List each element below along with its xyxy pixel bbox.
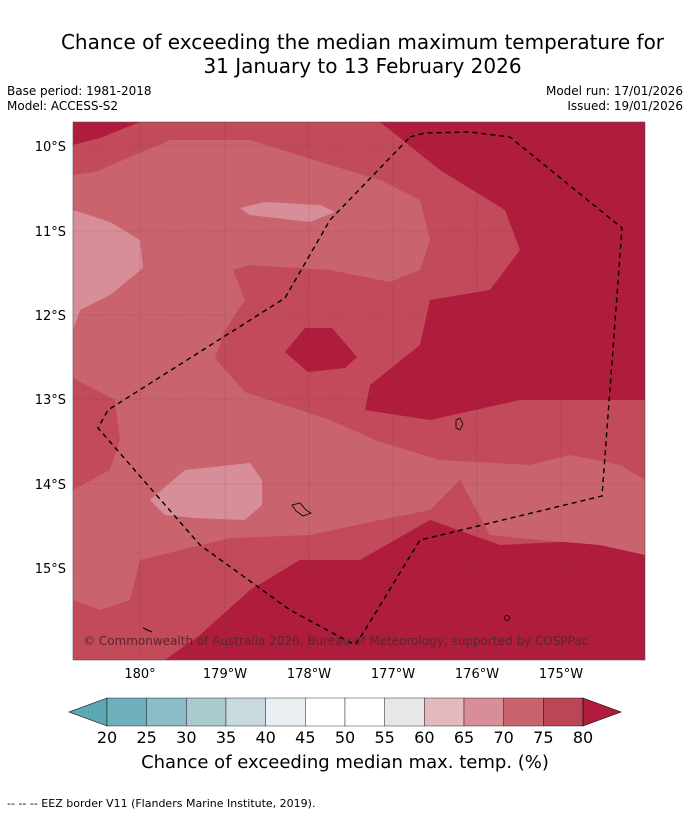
band-60-65-north <box>240 202 335 222</box>
lon-labels: 180° 179°W 178°W 177°W 176°W 175°W <box>124 667 583 682</box>
lat-label: 11°S <box>35 225 66 240</box>
eez-border <box>97 131 623 646</box>
lon-label: 175°W <box>539 667 583 682</box>
lon-label: 176°W <box>455 667 499 682</box>
map-area: © Commonwealth of Australia 2026, Bureau… <box>73 122 645 660</box>
colorbar-tick-label: 40 <box>255 728 276 747</box>
colorbar-segment <box>503 697 544 727</box>
colorbar-tick-label: 30 <box>176 728 197 747</box>
colorbar-tick-label: 50 <box>334 728 356 747</box>
colorbar-tick-label: 80 <box>572 728 594 747</box>
graticule <box>73 122 645 660</box>
map-title: Chance of exceeding the median maximum t… <box>0 30 690 78</box>
island <box>504 615 510 621</box>
issued-date: Issued: 19/01/2026 <box>567 99 683 113</box>
lat-labels: 10°S 11°S 12°S 13°S 14°S 15°S <box>35 140 66 577</box>
meta-left: Base period: 1981-2018 Model: ACCESS-S2 <box>7 84 152 114</box>
map-frame <box>72 121 646 661</box>
lon-label: 178°W <box>287 667 331 682</box>
base-period: Base period: 1981-2018 <box>7 84 152 98</box>
lat-label: 13°S <box>35 393 66 408</box>
colorbar-tick-label: 45 <box>295 728 316 747</box>
model-name: Model: ACCESS-S2 <box>7 99 119 113</box>
colorbar-tick-label: 55 <box>374 728 395 747</box>
band-75-80-center <box>285 328 357 372</box>
lat-label: 14°S <box>35 478 66 493</box>
band-60-65-west <box>73 210 143 330</box>
colorbar-tick-label: 65 <box>453 728 475 747</box>
colorbar-extend-low <box>68 697 108 727</box>
title-line-1: Chance of exceeding the median maximum t… <box>60 30 665 54</box>
lon-label: 177°W <box>371 667 415 682</box>
colorbar-segment <box>384 697 425 727</box>
lat-label: 15°S <box>35 562 66 577</box>
colorbar <box>68 697 622 727</box>
colorbar-segment <box>543 697 584 727</box>
colorbar-tick-label: 20 <box>96 728 118 747</box>
colorbar-segment <box>424 697 465 727</box>
island <box>455 417 464 431</box>
island <box>291 502 312 517</box>
colorbar-title: Chance of exceeding median max. temp. (%… <box>141 752 549 773</box>
colorbar-tick-label: 75 <box>533 728 554 747</box>
lon-label: 180° <box>124 667 155 682</box>
eez-footnote: -- -- -- EEZ border V11 (Flanders Marine… <box>7 797 316 810</box>
colorbar-tick-label: 25 <box>136 728 157 747</box>
colorbar-tick-label: 35 <box>215 728 237 747</box>
colorbar-segment <box>225 697 266 727</box>
band-60-65-south <box>150 463 262 520</box>
colorbar-segment <box>186 697 227 727</box>
title-line-2: 31 January to 13 February 2026 <box>203 54 522 78</box>
colorbar-tick-label: 70 <box>493 728 514 747</box>
colorbar-extend-high <box>582 697 622 727</box>
copyright-notice: © Commonwealth of Australia 2026, Bureau… <box>83 634 588 648</box>
colorbar-segment <box>305 697 346 727</box>
lat-label: 10°S <box>35 140 66 155</box>
model-run: Model run: 17/01/2026 <box>545 84 683 98</box>
island <box>142 627 153 633</box>
meta-right: Model run: 17/01/2026 Issued: 19/01/2026 <box>546 84 683 114</box>
colorbar-tick-label: 60 <box>414 728 435 747</box>
colorbar-segment <box>463 697 504 727</box>
colorbar-segment <box>265 697 306 727</box>
colorbar-segment <box>146 697 187 727</box>
lat-label: 12°S <box>35 309 66 324</box>
colorbar-segment <box>344 697 385 727</box>
colorbar-segment <box>106 697 147 727</box>
lon-label: 179°W <box>203 667 247 682</box>
